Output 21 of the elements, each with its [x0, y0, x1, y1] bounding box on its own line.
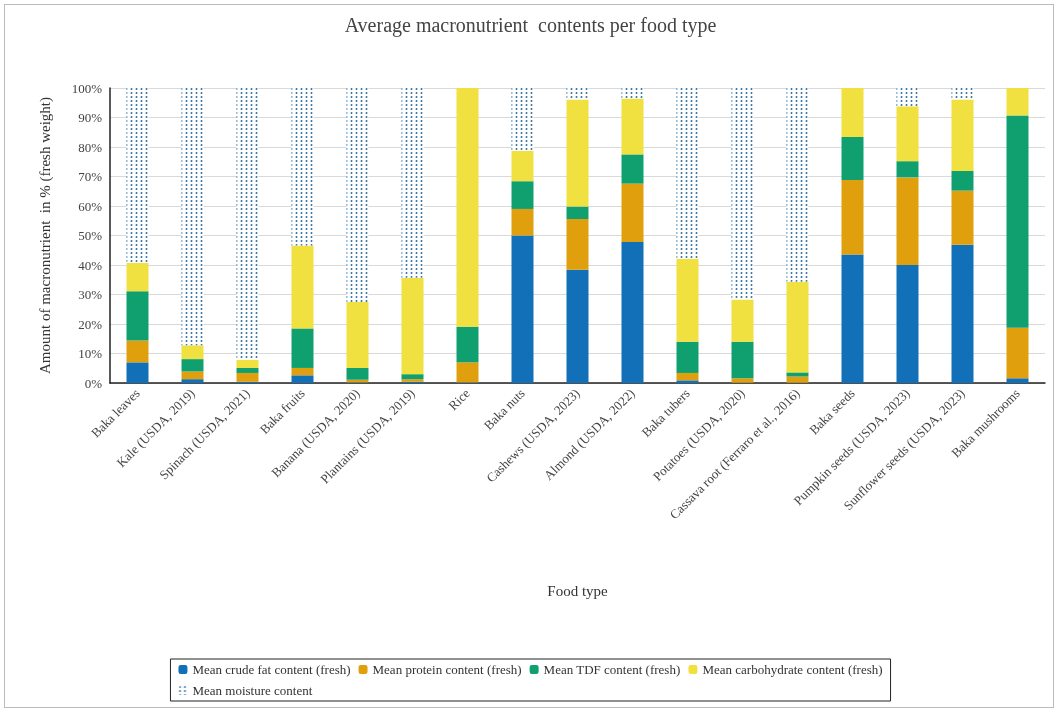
legend-label: Mean protein content (fresh)	[372, 662, 522, 677]
y-tick-label: 0%	[84, 375, 103, 391]
y-tick-label: 10%	[78, 346, 103, 361]
y-tick-label: 20%	[78, 316, 103, 332]
x-axis-title: Food type	[547, 582, 609, 599]
y-tick-label: 30%	[78, 287, 103, 302]
y-tick-label: 70%	[78, 169, 103, 184]
y-tick-label: 50%	[78, 228, 103, 243]
y-tick-label: 40%	[78, 257, 103, 273]
legend-label: Mean carbohydrate content (fresh)	[702, 662, 883, 677]
x-tick-label: Rice	[445, 385, 473, 414]
chart-title: Average macronutrient contents per food type	[344, 14, 717, 37]
y-tick-label: 100%	[71, 80, 103, 96]
legend-label: Mean crude fat content (fresh)	[192, 662, 351, 677]
y-tick-label: 90%	[78, 110, 103, 125]
x-tick-label: Baka nuts	[480, 385, 528, 433]
legend-label: Mean TDF content (fresh)	[543, 662, 681, 677]
y-tick-label: 80%	[78, 139, 103, 155]
y-axis-title: Amount of macronutrient in % (fresh weight)	[36, 96, 54, 375]
legend-label: Mean moisture content	[192, 683, 313, 698]
y-tick-label: 60%	[78, 198, 103, 214]
